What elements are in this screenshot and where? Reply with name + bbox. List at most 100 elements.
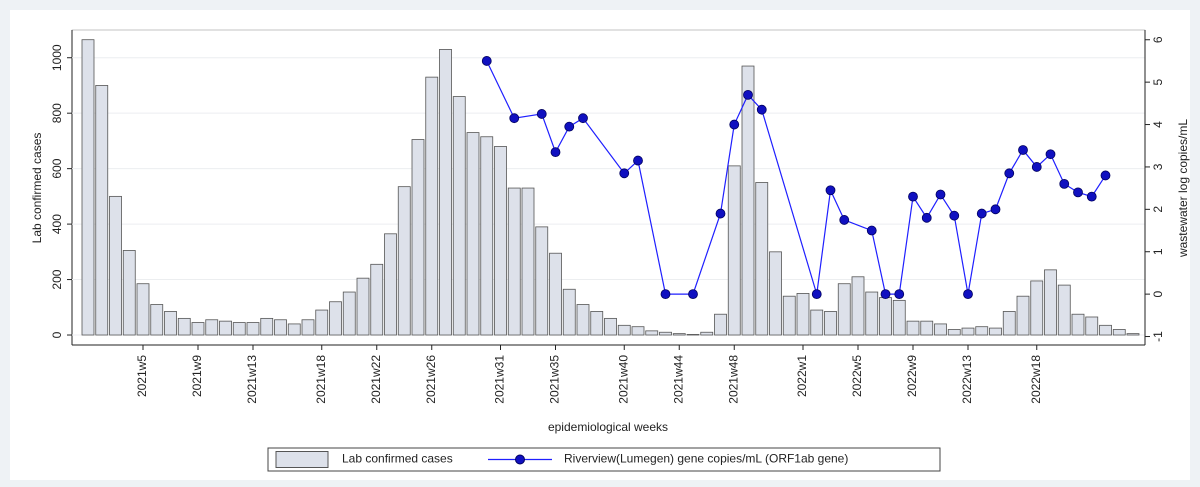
marker — [1086, 191, 1097, 202]
bar — [851, 276, 865, 336]
marker — [880, 289, 891, 300]
marker — [1073, 187, 1083, 198]
bar — [507, 187, 521, 336]
marker — [1059, 178, 1070, 189]
bar — [686, 334, 700, 336]
bar — [287, 323, 301, 336]
bar — [95, 85, 109, 336]
bar — [411, 139, 425, 336]
marker — [1004, 168, 1015, 179]
bar — [700, 331, 714, 336]
x-tick-label: 2021w31 — [493, 355, 507, 404]
y-axis-title: Lab confirmed cases — [30, 133, 44, 244]
bar — [934, 323, 947, 336]
bar — [920, 320, 934, 336]
marker — [976, 208, 987, 219]
bar — [631, 326, 645, 336]
x-tick-label: 2022w9 — [905, 355, 919, 397]
marker — [1100, 170, 1111, 181]
bar — [356, 277, 370, 336]
bar — [1099, 324, 1112, 336]
marker — [688, 289, 698, 300]
legend: Lab confirmed cases Riverview(Lumegen) ge… — [275, 451, 848, 468]
bar — [590, 311, 604, 336]
marker — [550, 147, 561, 157]
marker — [1031, 162, 1042, 172]
marker — [839, 215, 850, 225]
bar — [480, 136, 494, 336]
legend-swatch — [275, 451, 329, 468]
bar — [727, 165, 741, 336]
bar — [1071, 313, 1085, 336]
bar — [796, 293, 810, 336]
y2-tick-label: 6 — [1151, 36, 1165, 43]
marker — [481, 56, 492, 66]
y2-tick-label: 4 — [1151, 121, 1165, 128]
x-tick-label: 2021w35 — [548, 355, 562, 404]
marker — [660, 289, 671, 300]
bar — [81, 39, 95, 336]
marker — [564, 121, 575, 132]
bar — [892, 299, 906, 336]
marker — [743, 89, 753, 100]
bar — [617, 324, 631, 336]
bar — [494, 146, 507, 336]
legend-label: Riverview(Lumegen) gene copies/mL (ORF1a… — [564, 452, 848, 466]
bar — [232, 322, 246, 336]
y2-tick-label: 5 — [1151, 78, 1165, 85]
bar — [769, 251, 782, 336]
marker — [633, 155, 643, 166]
bar — [274, 319, 287, 336]
bar — [755, 182, 769, 336]
bar — [122, 250, 136, 336]
bar — [329, 301, 342, 336]
bar — [246, 322, 260, 336]
bar — [136, 283, 150, 336]
x-tick-label: 2022w13 — [960, 355, 974, 404]
x-tick-label: 2021w13 — [245, 355, 259, 404]
bar — [260, 317, 274, 336]
marker — [1018, 145, 1028, 155]
bar — [1112, 329, 1126, 336]
x-tick-label: 2021w18 — [314, 355, 328, 404]
x-tick-label: 2021w22 — [369, 355, 383, 404]
bar — [837, 283, 851, 336]
y2-tick-label: 3 — [1151, 163, 1165, 170]
marker — [963, 289, 973, 300]
y2-axis-title: wastewater log copies/mL — [1176, 119, 1190, 258]
y-tick-label: 200 — [50, 269, 64, 289]
marker — [825, 185, 836, 196]
bar — [989, 327, 1002, 336]
bar — [1085, 316, 1099, 336]
bar — [824, 311, 837, 336]
bar — [315, 309, 329, 336]
bar — [947, 329, 961, 336]
bar — [549, 252, 562, 336]
marker — [811, 289, 822, 300]
bar — [562, 288, 576, 336]
bar — [384, 233, 397, 336]
y-tick-label: 600 — [50, 158, 64, 178]
bar — [865, 291, 879, 336]
x-tick-label: 2022w5 — [850, 355, 864, 397]
marker — [990, 204, 1001, 215]
bar — [672, 333, 686, 336]
bar — [1030, 280, 1044, 336]
bar — [521, 187, 535, 336]
bar — [1057, 284, 1071, 336]
y-tick-label: 400 — [50, 214, 64, 234]
y-tick-label: 0 — [50, 331, 64, 338]
marker — [894, 289, 905, 300]
marker — [866, 225, 877, 236]
bar — [191, 322, 205, 336]
bar — [975, 326, 989, 336]
bar — [1126, 333, 1140, 336]
marker — [578, 113, 588, 124]
bar — [150, 304, 164, 336]
y2-tick-label: 1 — [1151, 248, 1165, 255]
marker — [619, 168, 630, 179]
plot-area — [71, 29, 1146, 346]
bar — [439, 49, 452, 336]
